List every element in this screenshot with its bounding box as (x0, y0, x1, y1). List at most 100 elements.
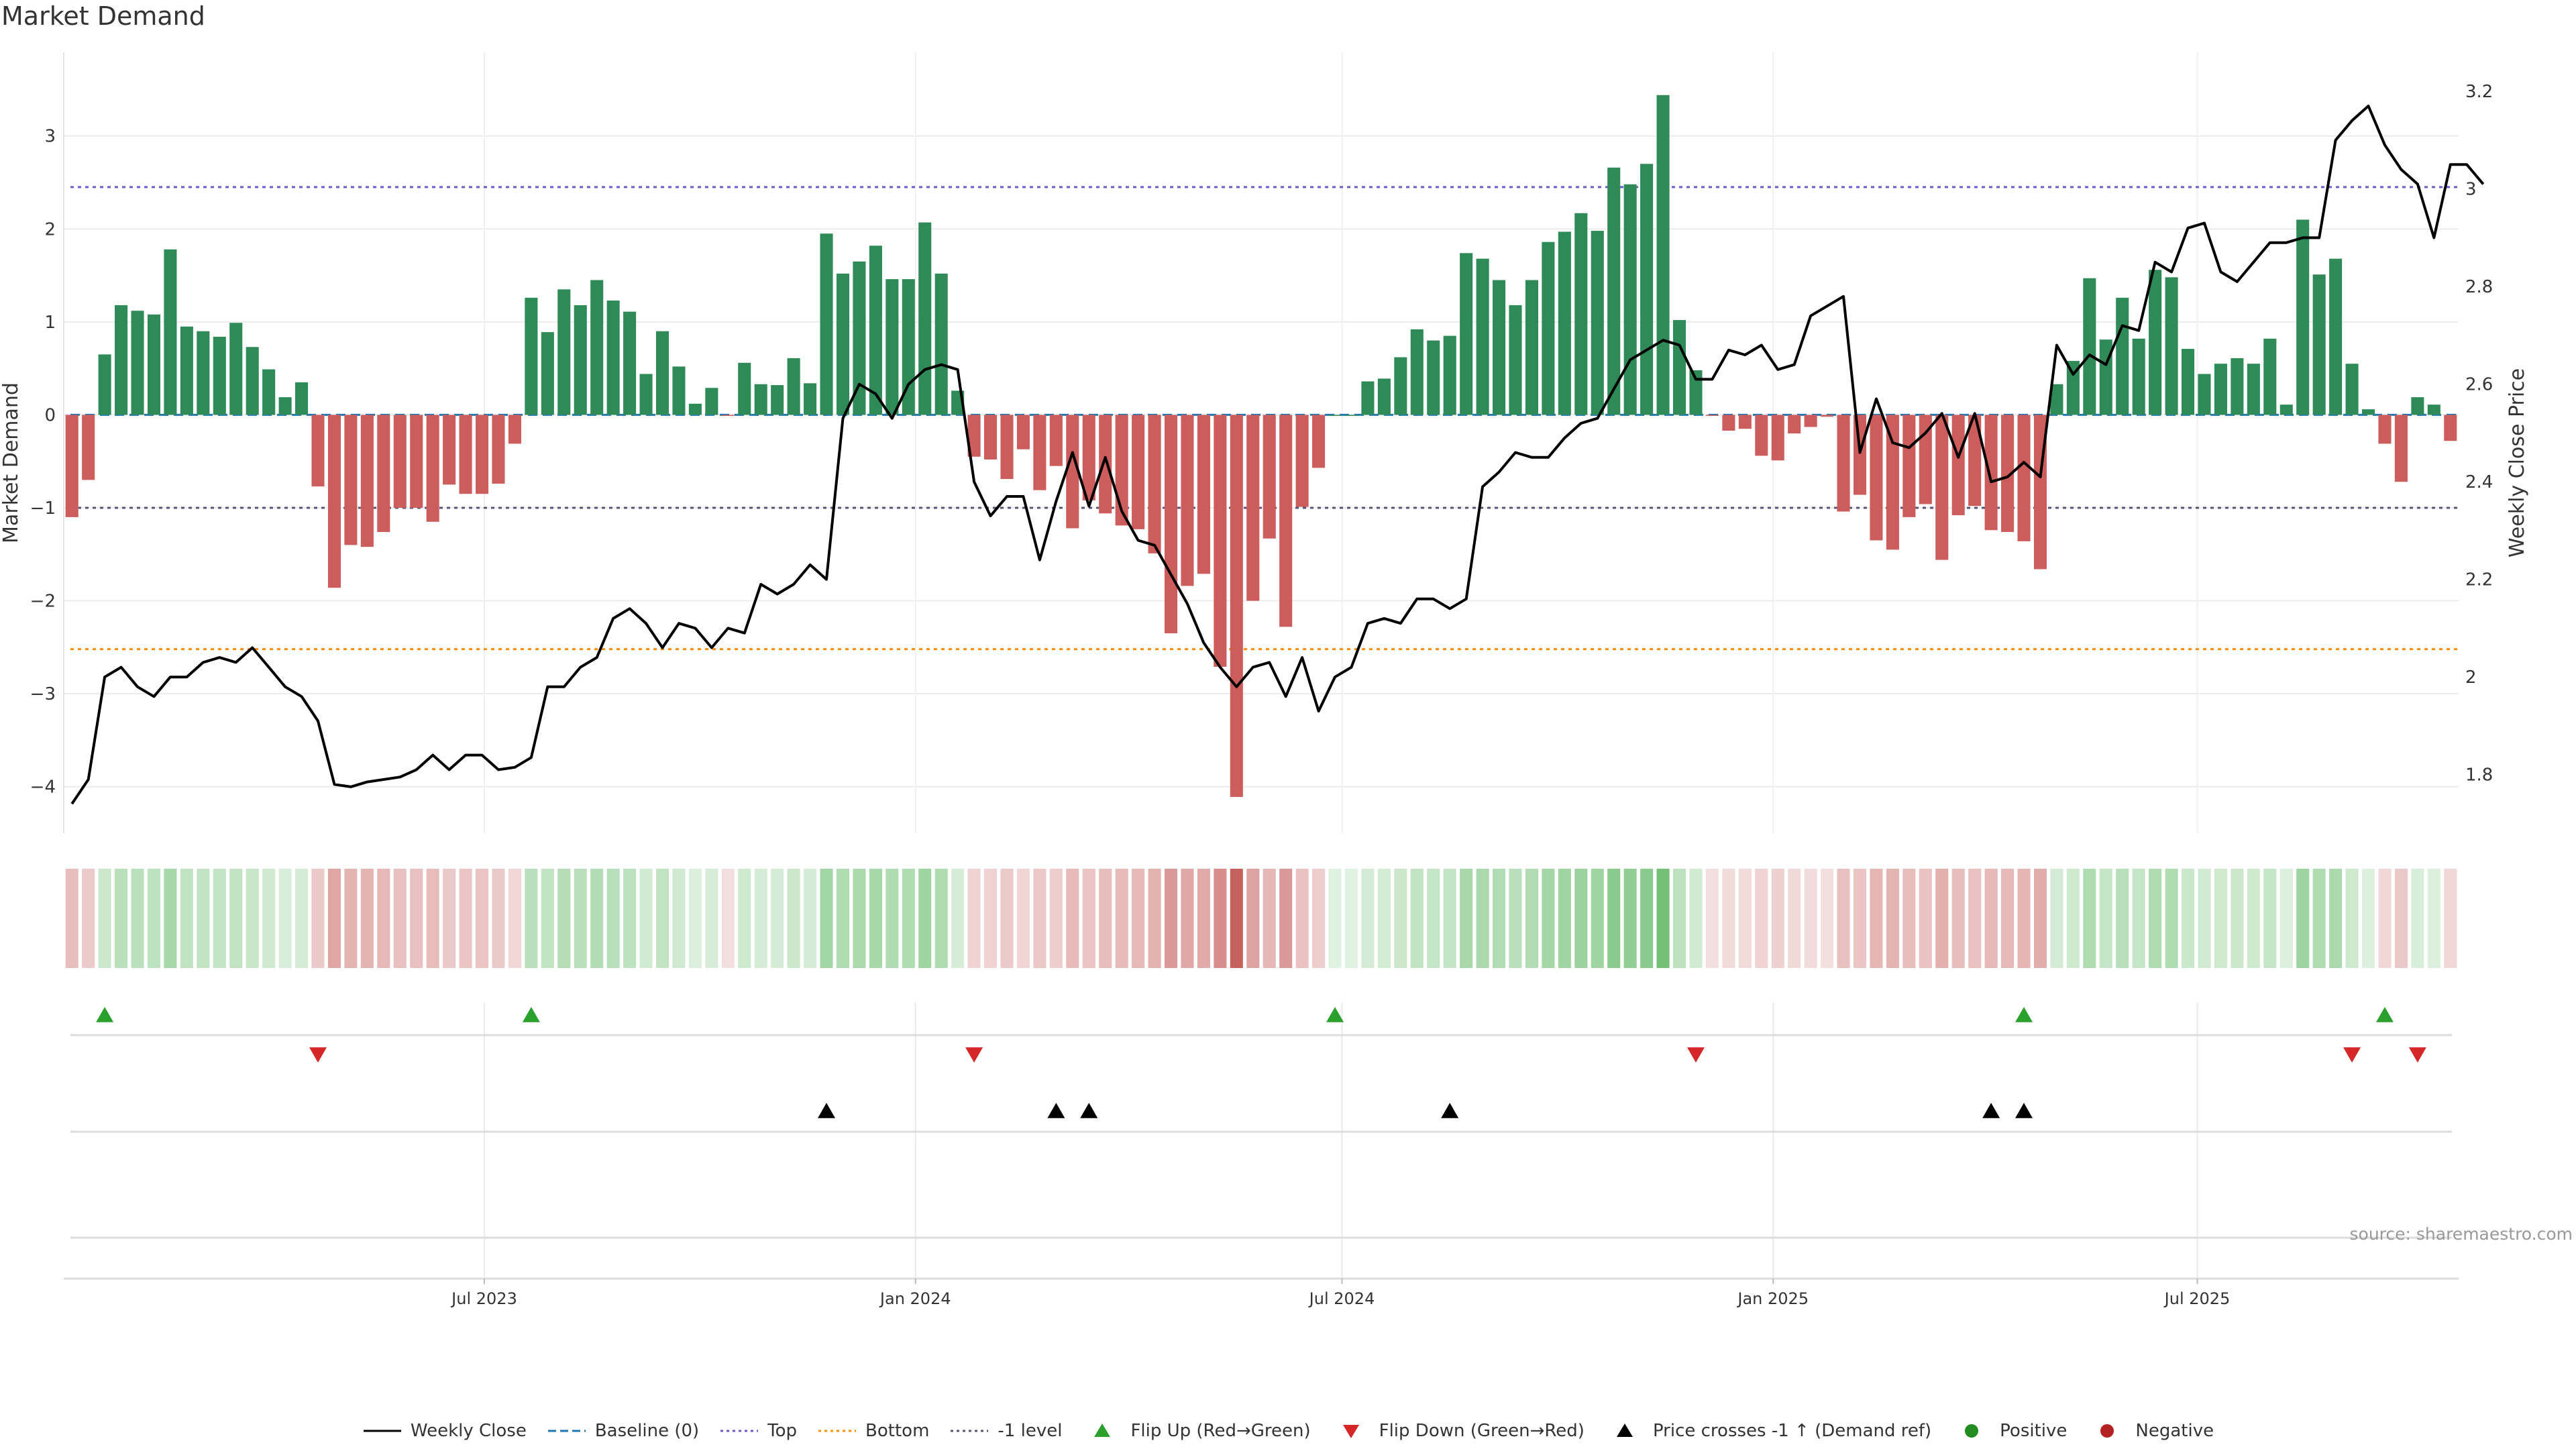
source-note: source: sharemaestro.com (2350, 1224, 2573, 1244)
demand-bar (2444, 415, 2457, 441)
demand-bar (1870, 415, 1883, 541)
strip-cell (1148, 869, 1161, 968)
legend-symbol (818, 1430, 857, 1432)
demand-bar (2312, 274, 2326, 415)
strip-cell (771, 869, 784, 968)
legend-symbol (1342, 1425, 1359, 1438)
strip-cell (787, 869, 800, 968)
demand-bar (426, 415, 439, 522)
strip-cell (1788, 869, 1801, 968)
strip-cell (278, 869, 292, 968)
y-tick-label: 2 (44, 219, 56, 239)
strip-cell (2149, 869, 2162, 968)
strip-cell (853, 869, 866, 968)
strip-cell (475, 869, 489, 968)
strip-cell (1377, 869, 1391, 968)
strip-cell (1033, 869, 1046, 968)
y-tick-label: −3 (30, 684, 56, 704)
strip-cell (1853, 869, 1867, 968)
strip-cell (557, 869, 571, 968)
strip-cell (1574, 869, 1588, 968)
strip-cell (1049, 869, 1063, 968)
strip-cell (1082, 869, 1095, 968)
demand-bar (574, 305, 587, 415)
strip-cell (327, 869, 341, 968)
strip-cell (197, 869, 210, 968)
demand-bar (2001, 415, 2015, 533)
strip-cell (639, 869, 653, 968)
strip-cell (688, 869, 702, 968)
demand-bar (967, 415, 981, 457)
demand-bar (2182, 349, 2195, 415)
demand-bar (2378, 415, 2392, 444)
demand-bar (410, 415, 423, 508)
demand-bar (1853, 415, 1867, 495)
y2-tick-label: 1.8 (2465, 765, 2493, 786)
demand-bar (131, 311, 144, 415)
strip-cell (1672, 869, 1686, 968)
strip-cell (738, 869, 751, 968)
strip-cell (2050, 869, 2063, 968)
strip-cell (1230, 869, 1243, 968)
demand-bar (787, 358, 800, 415)
strip-cell (2444, 869, 2457, 968)
y-tick-label: −2 (30, 592, 56, 612)
demand-bar (557, 289, 571, 415)
demand-bar (1509, 305, 1522, 415)
demand-bar (2411, 397, 2424, 415)
demand-bar (623, 311, 637, 415)
demand-bar (2050, 384, 2063, 415)
strip-cell (2099, 869, 2112, 968)
strip-cell (804, 869, 817, 968)
strip-cell (229, 869, 243, 968)
demand-bar (1344, 415, 1358, 416)
flip-up-marker (2375, 1007, 2394, 1022)
strip-cell (2312, 869, 2326, 968)
demand-bar (984, 415, 998, 460)
strip-cell (525, 869, 538, 968)
demand-bar (1951, 415, 1965, 516)
demand-bar (804, 383, 817, 415)
strip-cell (655, 869, 669, 968)
price-cross-marker (2015, 1103, 2033, 1118)
demand-bar (688, 403, 702, 415)
strip-cell (2231, 869, 2244, 968)
axes: −4 −3 −2 −1 0 1 2 3 Market Demand 1.8 2 2.2 2.4 2.6 2.… (0, 52, 2529, 1308)
y2-tick-label: 2 (2465, 667, 2477, 688)
legend-label: Weekly Close (410, 1421, 527, 1441)
demand-bar (655, 331, 669, 415)
legend-item: Price crosses -1 ↑ (Demand ref) (1605, 1421, 1931, 1441)
demand-bar (278, 397, 292, 415)
legend-label: Baseline (0) (594, 1421, 700, 1441)
strip-cell (2394, 869, 2408, 968)
demand-bar (1246, 415, 1260, 601)
demand-bar (2165, 277, 2178, 415)
strip-cell (2361, 869, 2375, 968)
x-tick-label: Jul 2024 (1308, 1289, 1375, 1308)
demand-bar (1016, 415, 1030, 449)
demand-bar (295, 382, 309, 415)
demand-bar (1623, 184, 1637, 415)
strip-cell (836, 869, 850, 968)
demand-bar (2361, 409, 2375, 415)
strip-cell (1607, 869, 1621, 968)
demand-bar (672, 366, 686, 415)
strip-cell (1427, 869, 1440, 968)
legend-item: Flip Down (Green→Red) (1331, 1421, 1585, 1441)
y2-tick-label: 2.4 (2465, 472, 2493, 492)
demand-bar (459, 415, 472, 494)
y-tick-label: −1 (30, 498, 56, 519)
strip-cell (1279, 869, 1293, 968)
demand-bar (1902, 415, 1916, 517)
demand-bar (934, 273, 948, 415)
strip-cell (705, 869, 718, 968)
flip-down-marker (2408, 1047, 2426, 1063)
y-axis-label: Market Demand (0, 382, 23, 543)
demand-bar (1837, 415, 1850, 512)
demand-bar (1705, 415, 1719, 416)
demand-bar (1000, 415, 1014, 480)
strip-cell (541, 869, 554, 968)
strip-cell (1623, 869, 1637, 968)
demand-bar (1263, 415, 1276, 539)
strip-cell (1000, 869, 1014, 968)
